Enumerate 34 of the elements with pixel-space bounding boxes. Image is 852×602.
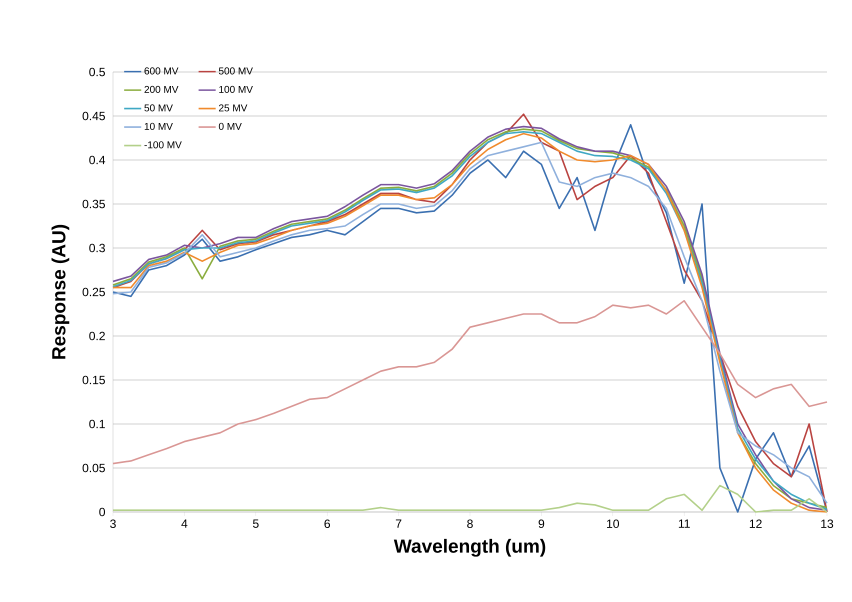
x-tick-label: 8 <box>467 520 473 528</box>
x-axis-title: Wavelength (um) <box>394 538 546 557</box>
y-tick-label: 0.5 <box>89 68 105 76</box>
legend-label: 25 MV <box>218 104 248 112</box>
legend-label: 0 MV <box>218 122 242 130</box>
legend-label: 10 MV <box>144 122 173 130</box>
x-tick-label: 5 <box>252 520 259 528</box>
y-tick-label: 0.05 <box>82 464 105 472</box>
x-tick-label: 13 <box>821 520 834 528</box>
y-tick-label: 0 <box>99 508 106 516</box>
legend-label: -100 MV <box>144 141 182 148</box>
y-tick-label: 0.25 <box>82 288 105 296</box>
y-tick-label: 0.2 <box>89 332 105 340</box>
y-tick-label: 0.1 <box>89 420 105 428</box>
y-tick-label: 0.35 <box>82 200 105 208</box>
x-tick-label: 7 <box>396 520 402 528</box>
legend-label: 600 MV <box>144 67 178 74</box>
line-series <box>112 300 828 464</box>
x-tick-label: 9 <box>538 520 544 528</box>
y-axis-title: Response (AU) <box>52 224 70 359</box>
x-tick-label: 11 <box>678 520 690 528</box>
legend-label: 50 MV <box>144 104 173 112</box>
y-tick-label: 0.3 <box>89 244 105 252</box>
x-tick-label: 12 <box>750 520 762 528</box>
y-tick-label: 0.4 <box>89 156 106 164</box>
x-tick-label: 6 <box>324 520 330 528</box>
x-tick-label: 10 <box>607 520 620 528</box>
y-tick-label: 0.45 <box>82 112 105 120</box>
y-tick-label: 0.15 <box>82 376 105 384</box>
legend-label: 200 MV <box>144 86 178 93</box>
legend-label: 500 MV <box>218 67 253 74</box>
x-tick-label: 3 <box>110 520 116 528</box>
x-tick-label: 4 <box>181 520 188 528</box>
legend-label: 100 MV <box>219 86 253 93</box>
